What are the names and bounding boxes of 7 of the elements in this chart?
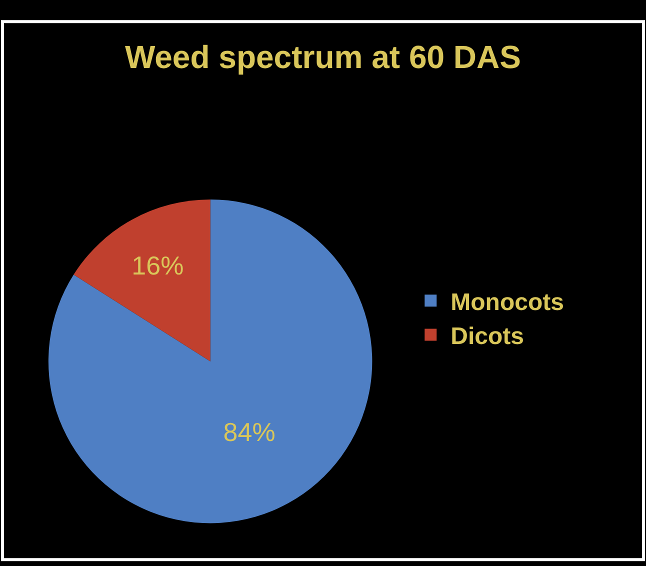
legend-label: Monocots	[450, 288, 564, 316]
pie-slice	[48, 199, 372, 523]
chart-title: Weed spectrum at 60 DAS	[125, 38, 521, 75]
pie-slice	[74, 199, 210, 362]
legend-label: Dicots	[450, 323, 524, 350]
data-label: 16%	[132, 250, 184, 281]
data-label: 84%	[223, 417, 276, 448]
